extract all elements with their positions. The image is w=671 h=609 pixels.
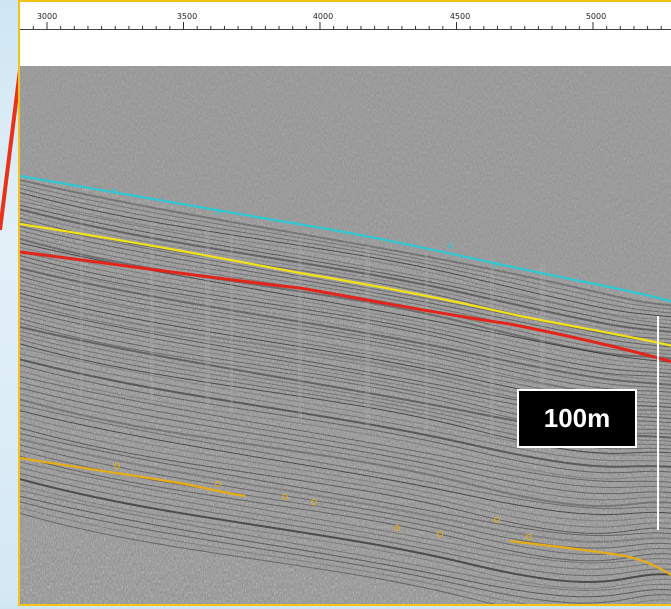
red-horizon	[19, 250, 671, 364]
deep-reflector-right	[509, 539, 671, 577]
ruler-tick-label: 3500	[176, 12, 198, 21]
ruler-tick-label: 5000	[585, 12, 607, 21]
scale-bar	[657, 316, 659, 530]
seismic-image	[19, 66, 671, 609]
ruler-tick-label: 4500	[449, 12, 471, 21]
ruler-tick-label: 3000	[36, 12, 58, 21]
seismic-section	[19, 66, 671, 609]
header-band	[20, 30, 671, 66]
ruler-ticks	[32, 22, 662, 30]
ruler-tick-label: 4000	[312, 12, 334, 21]
scale-label: 100m	[517, 389, 637, 448]
sediment-layers	[19, 179, 671, 609]
pick-markers	[114, 463, 532, 540]
seafloor-horizon	[19, 174, 671, 303]
distance-ruler: 3000 3500 4000 4500 5000	[20, 0, 671, 30]
seismic-viewer: 3000 3500 4000 4500 5000	[18, 0, 671, 609]
acoustic-blanking	[80, 216, 545, 444]
deep-reflector-left	[19, 456, 246, 498]
yellow-horizon	[19, 222, 671, 347]
